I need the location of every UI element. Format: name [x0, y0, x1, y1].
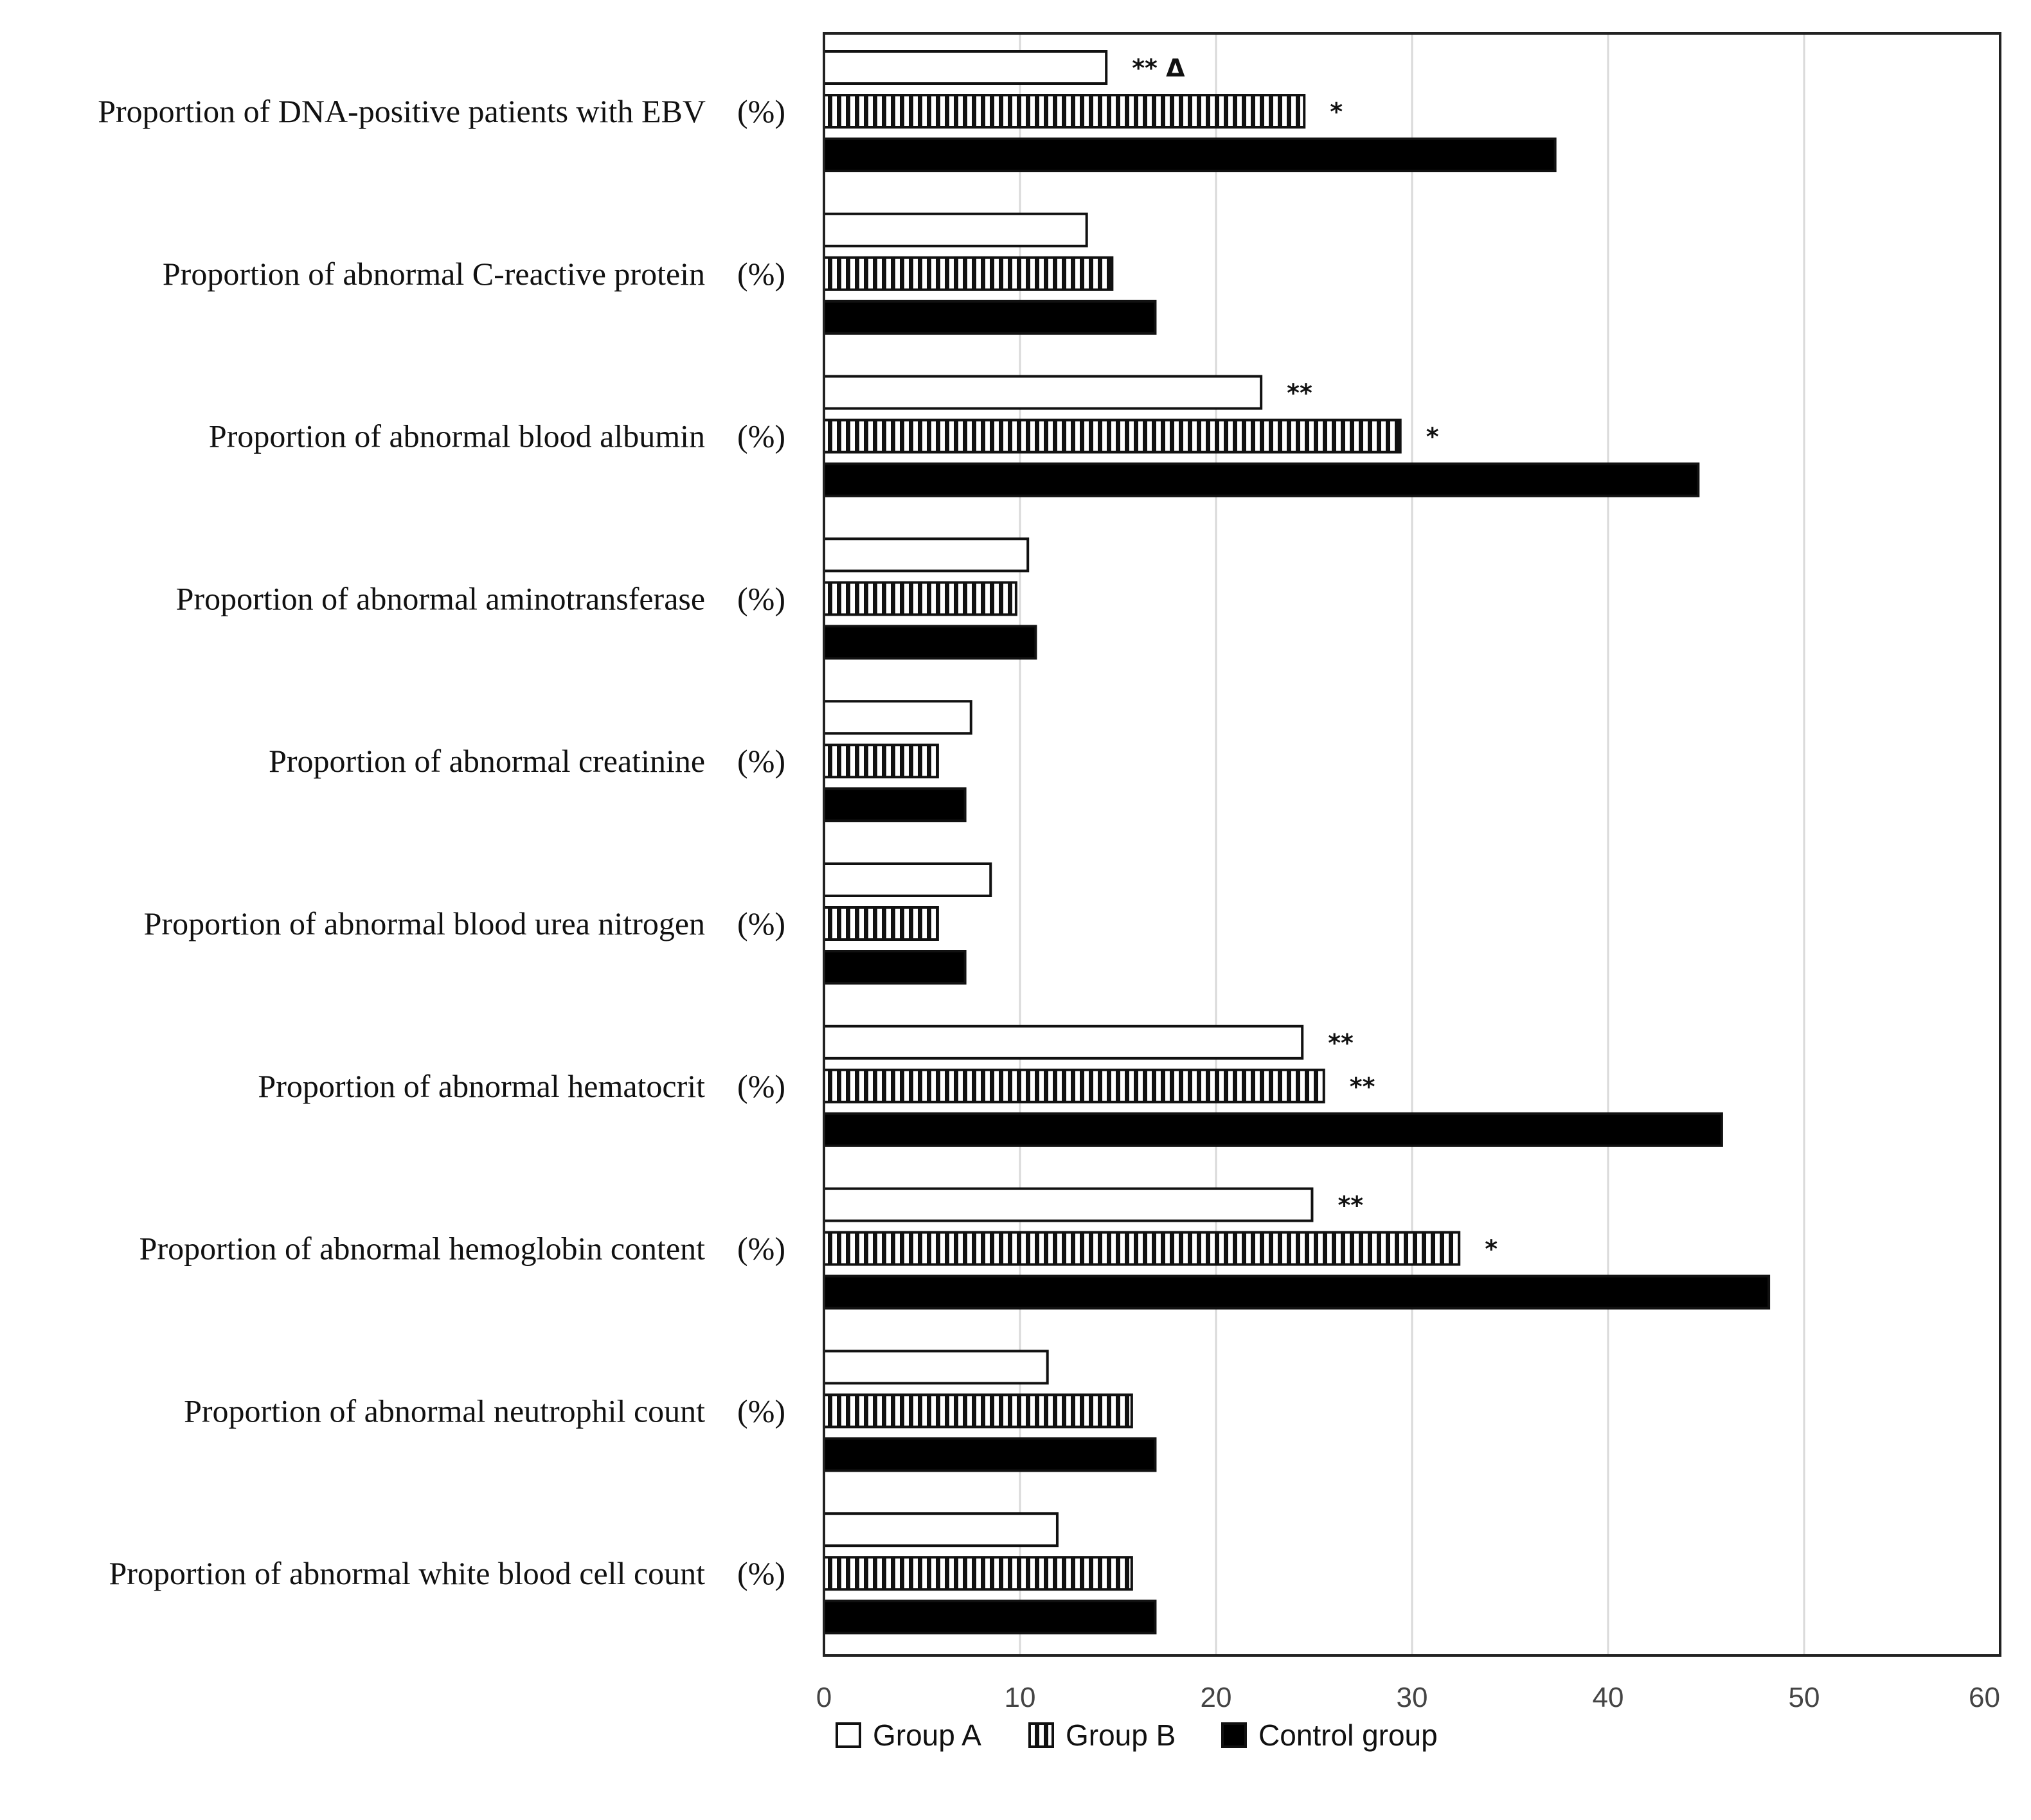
bar-control-group-8	[823, 1437, 1157, 1472]
bar-group-b-3	[823, 581, 1017, 616]
legend-swatch-control-group	[1221, 1722, 1247, 1748]
category-label-8: Proportion of abnormal neutrophil count …	[184, 1393, 785, 1429]
bar-group-a-5	[823, 862, 992, 897]
significance-annotations: ** Δ***********	[1132, 54, 1498, 1263]
plot-frame	[823, 32, 2001, 1657]
category-label-6: Proportion of abnormal hematocrit (%)	[258, 1068, 785, 1104]
annotation-group-b-2: *	[1426, 423, 1439, 451]
x-tick-label-10: 10	[1005, 1682, 1036, 1713]
bar-control-group-1	[823, 299, 1157, 335]
legend-label-group-a: Group A	[873, 1718, 981, 1752]
bar-group-b-1	[823, 256, 1114, 291]
bar-group-a-9	[823, 1512, 1059, 1548]
bar-group-a-2	[823, 375, 1263, 410]
bar-group-b-7	[823, 1231, 1461, 1266]
bar-group-a-4	[823, 700, 972, 735]
bar-group-b-9	[823, 1556, 1133, 1591]
bar-control-group-6	[823, 1112, 1723, 1147]
bar-group-b-4	[823, 744, 939, 779]
bar-group-b-8	[823, 1393, 1133, 1429]
legend-swatch-group-a	[836, 1722, 861, 1748]
legend-label-group-b: Group B	[1066, 1718, 1176, 1752]
legend-swatch-group-b	[1028, 1722, 1054, 1748]
bar-group-a-1	[823, 212, 1088, 247]
bar-group-b-5	[823, 906, 939, 941]
annotation-group-b-0: *	[1330, 98, 1343, 126]
annotation-group-b-7: *	[1485, 1235, 1498, 1263]
x-tick-label-60: 60	[1969, 1682, 2000, 1713]
legend: Group A Group B Control group	[836, 1718, 1438, 1752]
category-label-0: Proportion of DNA-positive patients with…	[98, 93, 785, 129]
x-tick-label-50: 50	[1789, 1682, 1820, 1713]
bar-control-group-7	[823, 1274, 1771, 1310]
category-labels: Proportion of DNA-positive patients with…	[98, 93, 785, 1591]
bar-group-a-0	[823, 50, 1108, 85]
category-label-9: Proportion of abnormal white blood cell …	[109, 1555, 785, 1591]
bar-group-a-8	[823, 1350, 1049, 1385]
annotation-group-a-2: **	[1287, 379, 1312, 407]
bars	[823, 50, 1771, 1635]
x-tick-label-20: 20	[1201, 1682, 1232, 1713]
bar-control-group-3	[823, 625, 1037, 660]
bar-control-group-4	[823, 787, 967, 823]
bar-control-group-5	[823, 950, 967, 985]
bar-group-a-6	[823, 1024, 1304, 1060]
category-label-5: Proportion of abnormal blood urea nitrog…	[144, 906, 785, 941]
x-tick-label-30: 30	[1397, 1682, 1428, 1713]
annotation-group-b-6: **	[1350, 1073, 1375, 1101]
x-tick-label-0: 0	[816, 1682, 832, 1713]
bar-control-group-2	[823, 462, 1700, 497]
category-label-1: Proportion of abnormal C-reactive protei…	[163, 256, 785, 292]
category-label-3: Proportion of abnormal aminotransferase …	[176, 580, 785, 616]
bar-group-b-6	[823, 1068, 1325, 1103]
bar-group-b-2	[823, 418, 1402, 454]
annotation-group-a-7: **	[1338, 1191, 1363, 1220]
annotation-group-a-0: ** Δ	[1132, 54, 1185, 82]
bar-group-a-7	[823, 1187, 1314, 1222]
legend-label-control-group: Control group	[1258, 1718, 1438, 1752]
grid-lines	[1019, 33, 1805, 1655]
x-tick-labels: 0 10 20 30 40 50 60	[816, 1682, 2000, 1713]
annotation-group-a-6: **	[1328, 1029, 1354, 1057]
category-label-2: Proportion of abnormal blood albumin (%)	[209, 418, 785, 454]
bar-control-group-9	[823, 1600, 1157, 1635]
category-label-7: Proportion of abnormal hemoglobin conten…	[139, 1231, 785, 1267]
bar-control-group-0	[823, 138, 1557, 172]
bar-group-a-3	[823, 537, 1030, 573]
category-label-4: Proportion of abnormal creatinine (%)	[269, 743, 785, 779]
x-tick-label-40: 40	[1593, 1682, 1624, 1713]
bar-group-b-0	[823, 94, 1306, 129]
